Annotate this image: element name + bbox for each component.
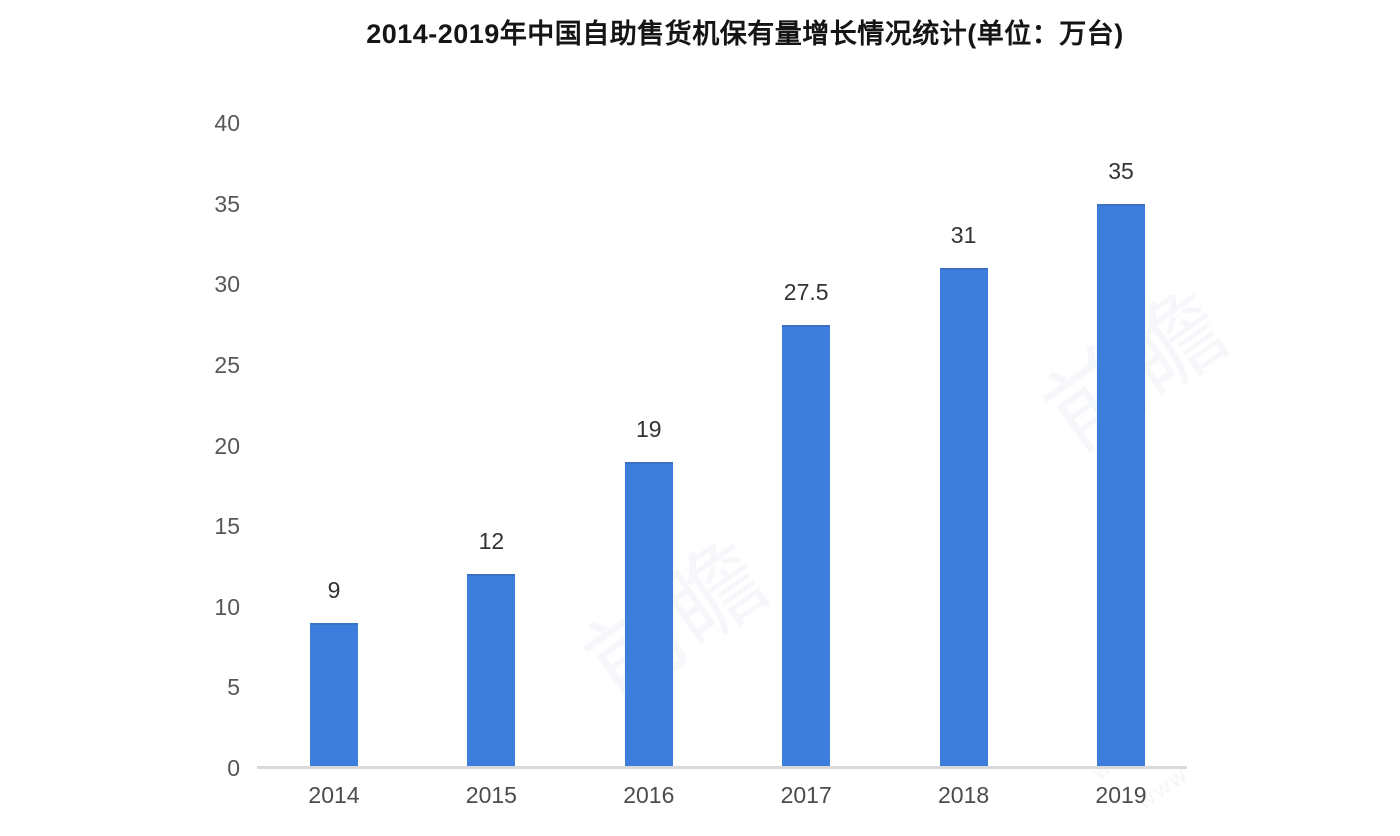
bar-value-label: 19 <box>636 416 662 442</box>
bar <box>310 623 358 768</box>
y-axis-tick-label: 0 <box>227 755 240 781</box>
bar-value-label: 31 <box>950 222 977 248</box>
x-axis-label: 2014 <box>308 782 360 808</box>
bar <box>1097 204 1145 768</box>
bar <box>467 574 516 768</box>
x-axis-label: 2016 <box>623 782 675 808</box>
x-axis-label: 2015 <box>465 782 517 808</box>
x-axis-line <box>257 766 1187 769</box>
bar-value-label: 9 <box>327 577 341 603</box>
y-axis-tick-label: 20 <box>214 432 240 459</box>
y-axis-tick-label: 5 <box>227 674 240 701</box>
y-axis-tick-label: 40 <box>214 110 240 136</box>
y-axis-tick-label: 15 <box>214 513 240 540</box>
bar <box>782 325 831 768</box>
bar-value-label: 12 <box>478 528 505 554</box>
y-axis-tick-label: 25 <box>214 351 240 378</box>
y-axis-tick-label: 35 <box>214 190 240 217</box>
bar-value-label: 35 <box>1108 158 1134 184</box>
x-axis-label: 2019 <box>1095 782 1147 808</box>
bar <box>939 268 988 768</box>
x-axis-label: 2018 <box>938 782 990 808</box>
chart-title: 2014-2019年中国自助售货机保有量增长情况统计(单位：万台) <box>366 19 1124 49</box>
x-axis-label: 2017 <box>780 782 832 808</box>
bar-value-label: 27.5 <box>783 279 829 305</box>
bar <box>624 462 673 768</box>
y-axis-tick-label: 10 <box>214 593 240 620</box>
y-axis-tick-label: 30 <box>214 271 240 298</box>
